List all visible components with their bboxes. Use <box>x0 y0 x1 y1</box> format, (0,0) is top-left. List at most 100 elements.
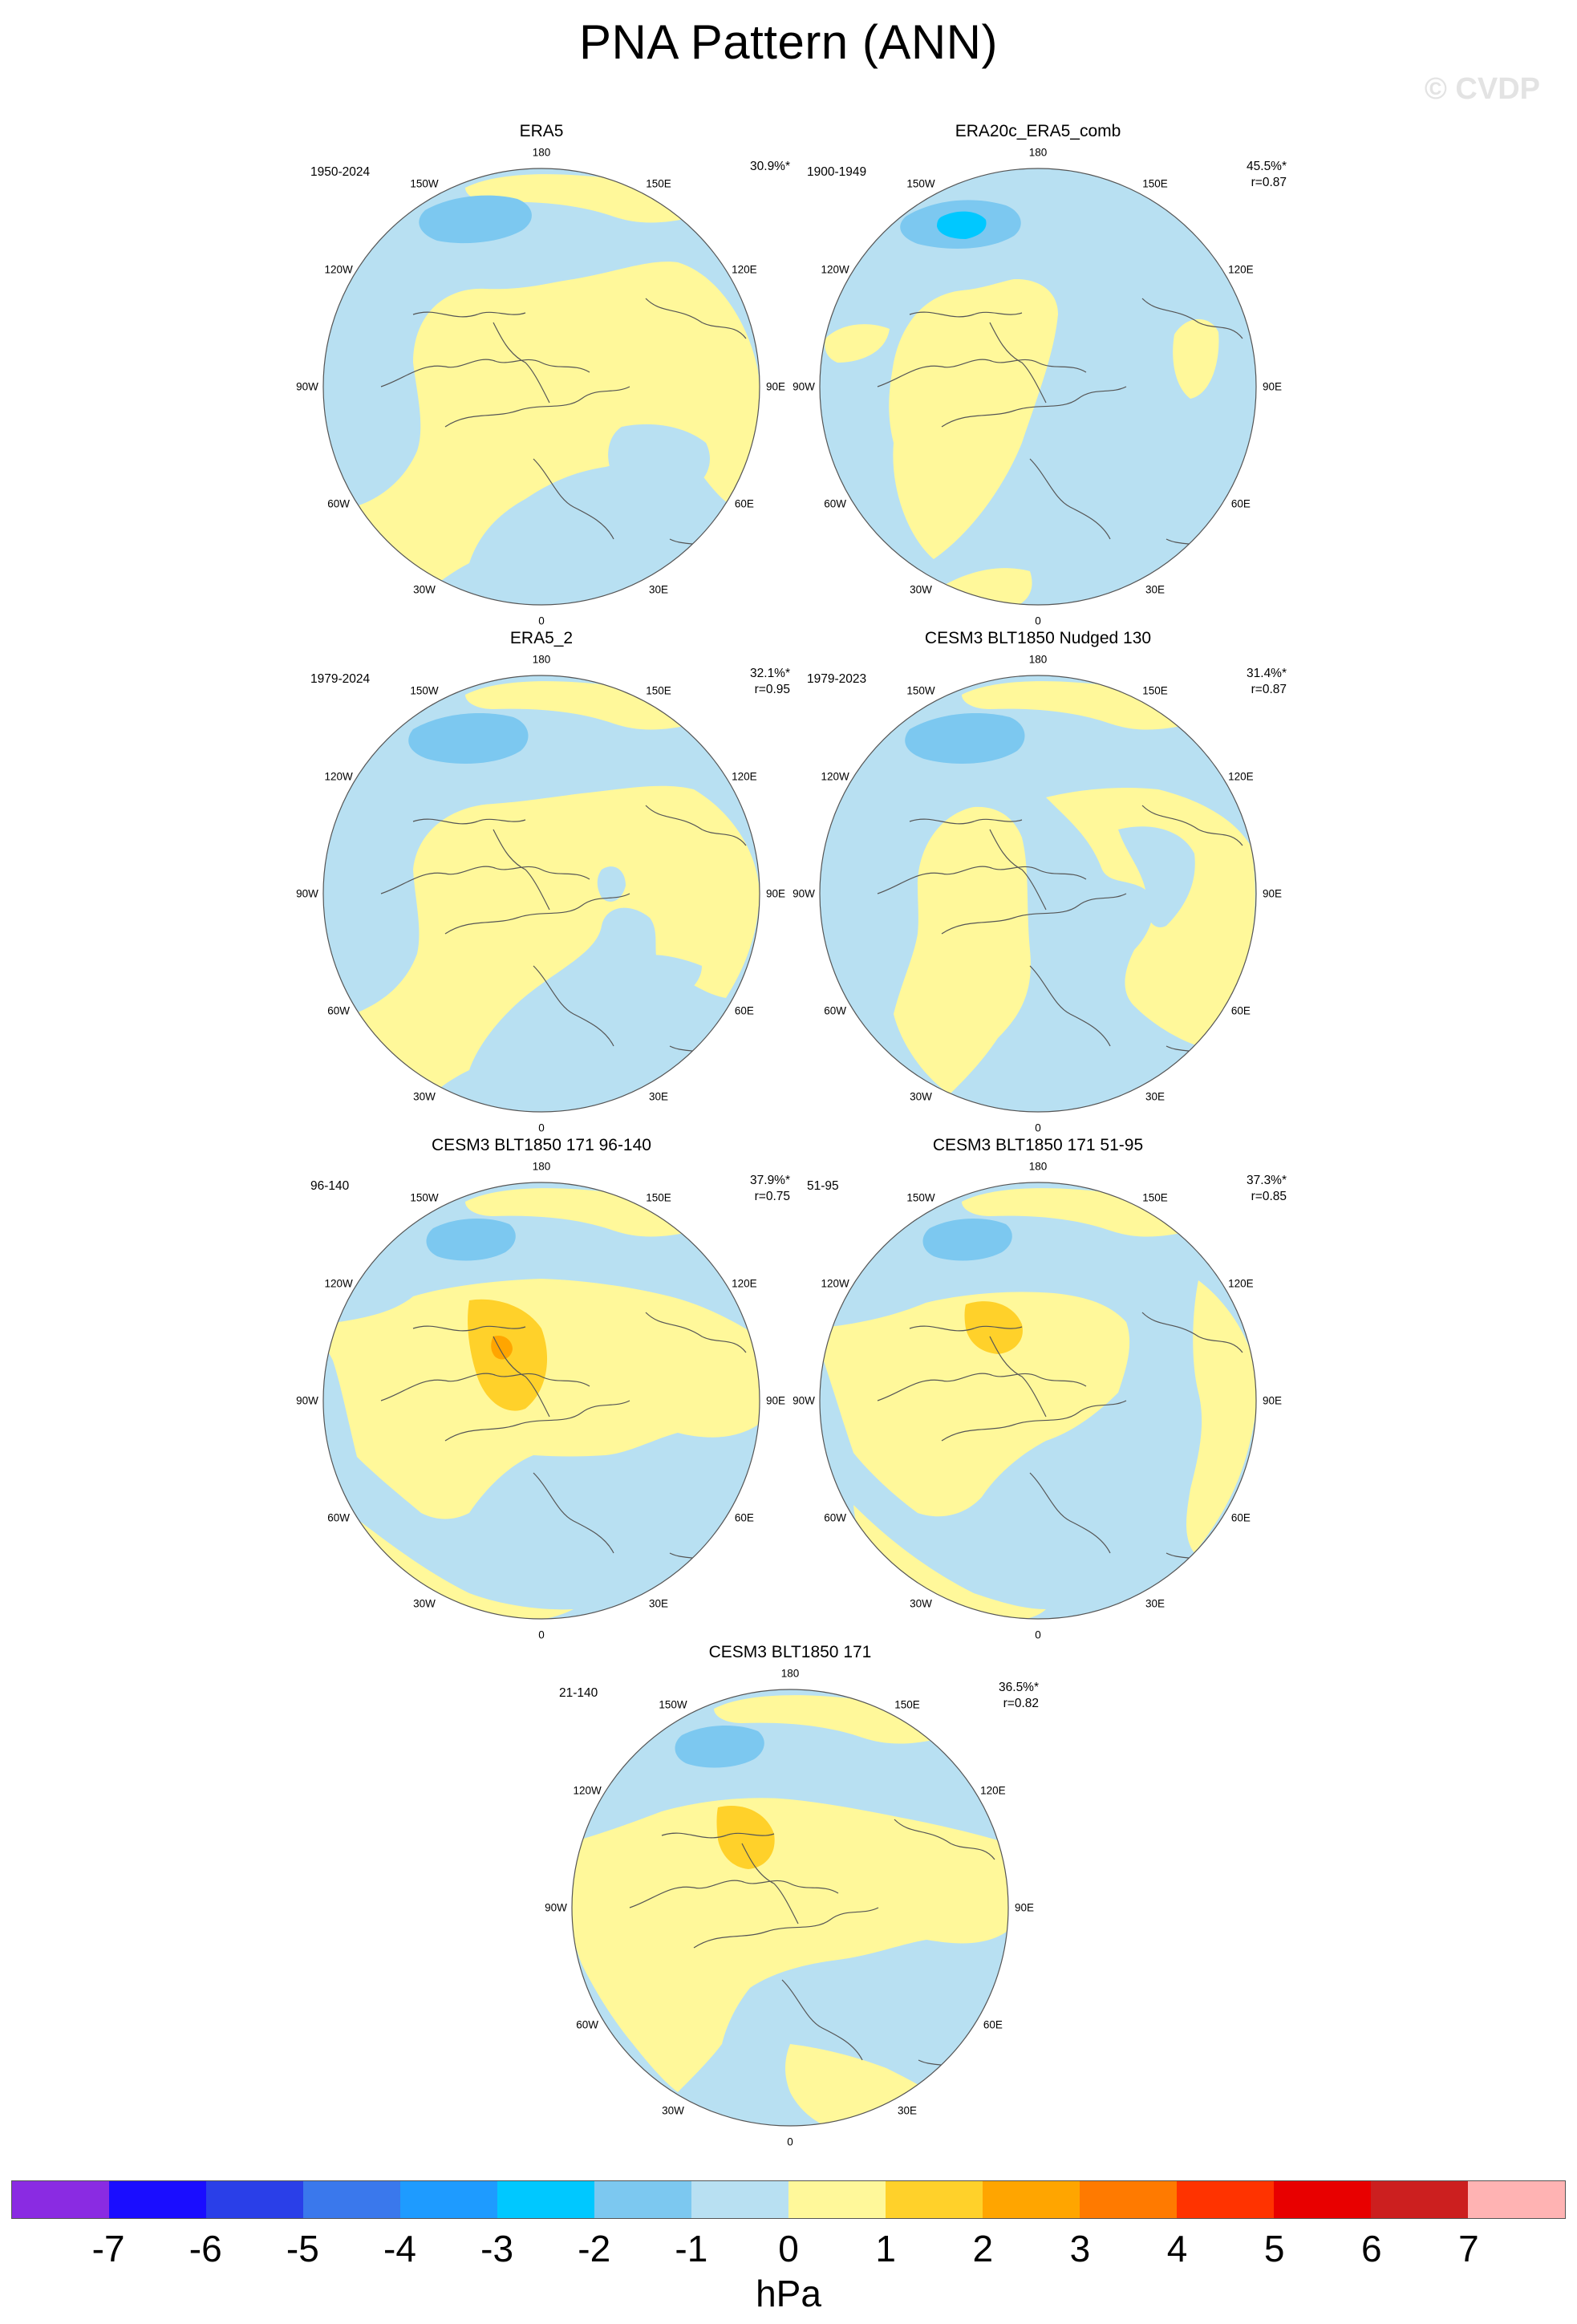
aleutian-low-region <box>905 713 1025 764</box>
coastline <box>493 1336 550 1418</box>
longitude-label: 120E <box>1228 770 1254 783</box>
coastline <box>877 1373 1087 1401</box>
colorbar-swatch <box>594 2181 691 2218</box>
coastline <box>877 359 1087 387</box>
pattern-correlation: r=0.85 <box>1251 1190 1287 1203</box>
coastline <box>645 1312 747 1353</box>
colorbar-tick-label: 0 <box>778 2228 799 2269</box>
map-panel: CESM3 BLT1850 171 51-95 51-95 37.3%* r=0.85… <box>781 1136 1295 1641</box>
longitude-label: 60W <box>824 1004 846 1017</box>
positive-anomaly-region <box>825 324 890 363</box>
longitude-label: 150W <box>906 177 935 190</box>
positive-anomaly-region <box>1046 788 1255 1046</box>
longitude-label: 120W <box>324 1277 353 1290</box>
colorbar-swatch <box>1080 2181 1177 2218</box>
panel-title: CESM3 BLT1850 171 <box>708 1643 872 1661</box>
longitude-label: 120E <box>732 263 757 276</box>
longitude-label: 120W <box>324 770 353 783</box>
polar-map <box>322 168 760 606</box>
peak-positive-anomaly-region <box>491 1335 513 1360</box>
positive-anomaly-region <box>894 806 1031 1094</box>
coastline <box>444 386 630 428</box>
panel-period: 21-140 <box>559 1686 598 1700</box>
colorbar-tick-label: 3 <box>1069 2228 1091 2269</box>
variance-explained: 36.5%* <box>999 1681 1039 1694</box>
colorbar-swatch <box>400 2181 497 2218</box>
longitude-label: 30E <box>648 1090 669 1103</box>
colorbar-swatch <box>1468 2181 1565 2218</box>
strong-positive-anomaly-region <box>964 1301 1023 1354</box>
polar-map <box>819 675 1257 1113</box>
longitude-label: 0 <box>538 1628 545 1641</box>
longitude-label: 150W <box>410 177 439 190</box>
variance-explained: 37.3%* <box>1247 1174 1287 1187</box>
longitude-label: 90W <box>545 1901 567 1914</box>
negative-anomaly-region <box>597 866 626 902</box>
pattern-correlation: r=0.87 <box>1251 176 1287 189</box>
panel-period: 1979-2023 <box>807 672 867 686</box>
aleutian-low-region <box>426 1219 516 1261</box>
coastline <box>380 1373 590 1401</box>
panel-stats: 36.5%* r=0.82 <box>999 1680 1039 1712</box>
polar-map <box>819 168 1257 606</box>
coastline <box>941 893 1127 935</box>
longitude-label: 90E <box>765 380 786 393</box>
negative-anomaly-region <box>608 424 710 499</box>
panel-stats: 30.9%* <box>750 159 790 175</box>
colorbar-swatch <box>206 2181 303 2218</box>
positive-anomaly-region <box>354 262 760 595</box>
longitude-label: 0 <box>787 2135 793 2148</box>
longitude-label: 90W <box>296 380 318 393</box>
longitude-label: 180 <box>780 1667 800 1680</box>
longitude-label: 30W <box>910 583 932 596</box>
panel-title: ERA20c_ERA5_comb <box>955 122 1121 140</box>
coastline <box>412 1325 526 1332</box>
panel-period: 1900-1949 <box>807 165 867 179</box>
longitude-label: 30W <box>413 583 436 596</box>
colorbar-tick-label: -3 <box>480 2228 514 2269</box>
negative-anomaly-region <box>580 955 702 1012</box>
longitude-label: 60W <box>327 1004 350 1017</box>
longitude-label: 30E <box>648 583 669 596</box>
colorbar-swatch <box>497 2181 594 2218</box>
longitude-label: 150E <box>646 684 671 697</box>
coastline <box>941 1400 1127 1442</box>
coastline <box>533 1472 614 1554</box>
colorbar-tick-label: -6 <box>189 2228 222 2269</box>
colorbar-swatch <box>983 2181 1080 2218</box>
longitude-label: 150E <box>1142 684 1168 697</box>
colorbar-tick-label: -5 <box>286 2228 319 2269</box>
longitude-label: 150E <box>894 1698 920 1711</box>
polar-map <box>819 1182 1257 1620</box>
longitude-label: 180 <box>1028 146 1048 159</box>
coastline <box>493 322 550 404</box>
colorbar-swatch <box>12 2181 109 2218</box>
positive-anomaly-region <box>572 1798 1008 2092</box>
colorbar-tick-label: 1 <box>875 2228 896 2269</box>
longitude-label: 120W <box>821 770 849 783</box>
coastline <box>693 1907 879 1949</box>
longitude-label: 120E <box>1228 1277 1254 1290</box>
polar-map <box>322 675 760 1113</box>
positive-anomaly-region <box>1173 318 1219 399</box>
coastline <box>989 322 1047 404</box>
map-panel: ERA5 1950-2024 30.9%* 180 150E 120E 90E 60E 30E 0… <box>285 122 798 627</box>
positive-anomaly-region <box>820 1292 1130 1517</box>
coastline <box>877 866 1087 894</box>
colorbar <box>11 2180 1566 2219</box>
colorbar-swatch <box>1371 2181 1468 2218</box>
variance-explained: 30.9%* <box>750 160 790 173</box>
colorbar-swatch <box>1177 2181 1274 2218</box>
positive-anomaly-region <box>354 785 760 1102</box>
longitude-label: 30W <box>662 2104 684 2117</box>
aleutian-low-core <box>937 211 987 239</box>
map-panel: CESM3 BLT1850 171 96-140 96-140 37.9%* r=0.… <box>285 1136 798 1641</box>
longitude-label: 60W <box>824 1511 846 1524</box>
panel-title: CESM3 BLT1850 171 96-140 <box>432 1136 651 1154</box>
panel-period: 1979-2024 <box>310 672 371 686</box>
colorbar-tick-label: -2 <box>578 2228 611 2269</box>
coastline <box>909 1325 1023 1332</box>
longitude-label: 150E <box>1142 177 1168 190</box>
longitude-label: 90E <box>1262 887 1283 900</box>
longitude-label: 150W <box>906 1191 935 1204</box>
